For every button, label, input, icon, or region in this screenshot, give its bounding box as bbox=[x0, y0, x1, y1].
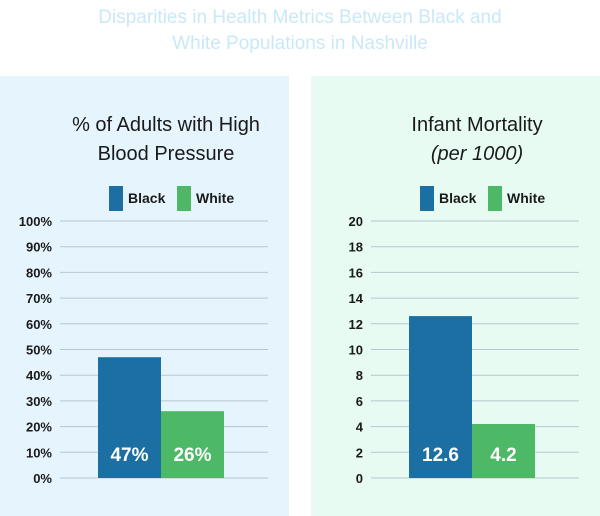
infant-mortality-panel: Infant Mortality (per 1000) Black White 0 2 4 6… bbox=[311, 76, 600, 516]
legend-label-white: White bbox=[507, 190, 545, 206]
chart-title-line-1: Infant Mortality bbox=[411, 114, 542, 136]
bar-black bbox=[98, 357, 161, 478]
y-tick-label: 10 bbox=[349, 343, 363, 358]
legend-label-black: Black bbox=[439, 190, 477, 206]
chart-title-line-1: % of Adults with High bbox=[72, 114, 260, 136]
y-tick-label: 40% bbox=[26, 368, 52, 383]
bar-white bbox=[472, 424, 535, 478]
y-tick-label: 0% bbox=[33, 471, 52, 486]
chart-title-line-2: Blood Pressure bbox=[98, 143, 235, 165]
main-title-line-2: White Populations in Nashville bbox=[172, 33, 428, 54]
legend-swatch-white bbox=[177, 186, 191, 211]
y-tick-label: 16 bbox=[349, 265, 363, 280]
y-tick-label: 4 bbox=[356, 420, 364, 435]
y-tick-label: 30% bbox=[26, 394, 52, 409]
y-tick-label: 20 bbox=[349, 214, 363, 229]
legend-swatch-black bbox=[420, 186, 434, 211]
main-title: Disparities in Health Metrics Between Bl… bbox=[0, 5, 600, 57]
y-tick-label: 14 bbox=[349, 291, 364, 306]
y-tick-label: 10% bbox=[26, 445, 52, 460]
bar-white bbox=[161, 411, 224, 478]
blood-pressure-chart: % of Adults with High Blood Pressure Black… bbox=[19, 114, 268, 486]
data-label-white: 4.2 bbox=[490, 445, 516, 466]
data-label-white: 26% bbox=[173, 445, 211, 466]
y-tick-label: 0 bbox=[356, 471, 363, 486]
infant-mortality-chart: Infant Mortality (per 1000) Black White 0 2 4 6… bbox=[349, 114, 579, 486]
y-tick-label: 12 bbox=[349, 317, 363, 332]
y-tick-label: 18 bbox=[349, 240, 363, 255]
y-tick-label: 20% bbox=[26, 420, 52, 435]
legend-label-black: Black bbox=[128, 190, 166, 206]
y-tick-label: 90% bbox=[26, 240, 52, 255]
data-label-black: 12.6 bbox=[422, 445, 459, 466]
y-tick-label: 50% bbox=[26, 343, 52, 358]
y-tick-label: 100% bbox=[19, 214, 53, 229]
main-title-line-1: Disparities in Health Metrics Between Bl… bbox=[98, 7, 502, 28]
y-tick-label: 70% bbox=[26, 291, 52, 306]
y-tick-label: 60% bbox=[26, 317, 52, 332]
chart-subtitle: (per 1000) bbox=[431, 143, 523, 165]
y-tick-label: 2 bbox=[356, 445, 363, 460]
legend-label-white: White bbox=[196, 190, 234, 206]
data-label-black: 47% bbox=[110, 445, 148, 466]
legend-swatch-white bbox=[488, 186, 502, 211]
y-tick-label: 8 bbox=[356, 368, 363, 383]
blood-pressure-panel: % of Adults with High Blood Pressure Black… bbox=[0, 76, 289, 516]
legend-swatch-black bbox=[109, 186, 123, 211]
bar-black bbox=[409, 316, 472, 478]
y-tick-label: 80% bbox=[26, 265, 52, 280]
y-tick-label: 6 bbox=[356, 394, 363, 409]
